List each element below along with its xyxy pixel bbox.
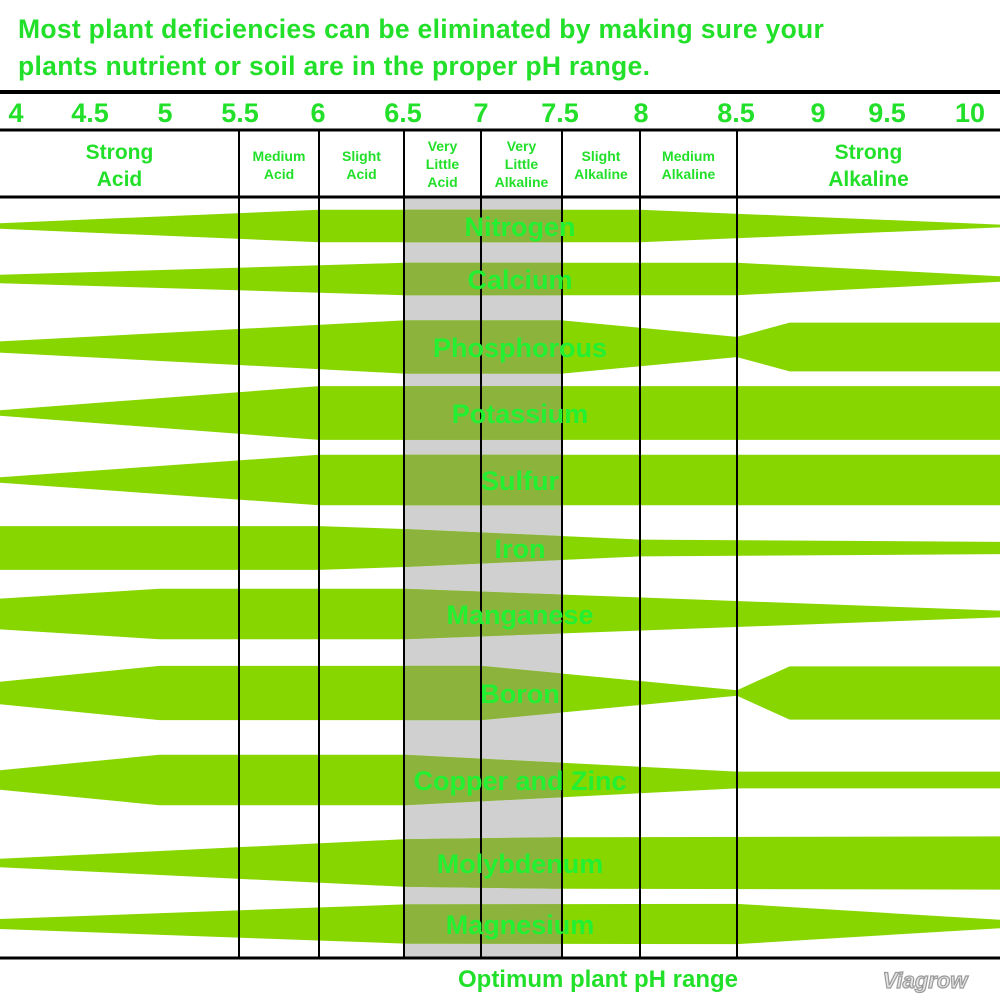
nutrient-label-copper-and-zinc: Copper and Zinc: [413, 766, 626, 796]
tick-label: 9: [810, 98, 825, 128]
optimum-range-caption: Optimum plant pH range: [458, 966, 738, 993]
title-line-1: Most plant deficiencies can be eliminate…: [18, 14, 825, 44]
tick-label: 6.5: [384, 98, 422, 128]
band-optimum-phosphorous: [404, 320, 562, 374]
tick-label: 7: [473, 98, 488, 128]
zone-label: Acid: [346, 166, 376, 182]
zone-label: Little: [505, 156, 539, 172]
tick-label: 6: [310, 98, 325, 128]
title-line-2: plants nutrient or soil are in the prope…: [18, 51, 651, 81]
nutrient-label-potassium: Potassium: [452, 399, 589, 429]
zone-label: Medium: [662, 148, 715, 164]
tick-label: 5: [157, 98, 172, 128]
tick-label: 4.5: [71, 98, 109, 128]
zone-label: Alkaline: [495, 174, 549, 190]
tick-label: 7.5: [541, 98, 579, 128]
band-optimum-molybdenum: [404, 837, 562, 889]
nutrient-label-nitrogen: Nitrogen: [465, 212, 576, 242]
tick-label: 9.5: [868, 98, 906, 128]
nutrient-label-magnesium: Magnesium: [446, 910, 595, 940]
band-optimum-nitrogen: [404, 209, 562, 243]
zone-label: Strong: [86, 141, 154, 164]
zone-label: Little: [426, 156, 460, 172]
nutrient-label-phosphorous: Phosphorous: [433, 333, 607, 363]
zone-label: Acid: [427, 174, 457, 190]
zone-label: Slight: [342, 148, 381, 164]
nutrient-label-sulfur: Sulfur: [481, 466, 559, 496]
tick-label: 8.5: [717, 98, 755, 128]
band-optimum-sulfur: [404, 454, 562, 506]
nutrient-label-manganese: Manganese: [446, 600, 593, 630]
nutrient-label-iron: Iron: [495, 534, 546, 564]
tick-label: 8: [633, 98, 648, 128]
zone-label: Slight: [582, 148, 621, 164]
nutrient-label-molybdenum: Molybdenum: [437, 849, 604, 879]
band-optimum-calcium: [404, 262, 562, 296]
band-optimum-magnesium: [404, 904, 562, 944]
band-optimum-manganese: [404, 588, 562, 640]
viagrow-logo: Viagrow: [883, 968, 970, 993]
zone-label: Alkaline: [574, 166, 628, 182]
zone-label: Very: [507, 138, 537, 154]
nutrient-label-calcium: Calcium: [467, 265, 572, 295]
zone-label: Medium: [253, 148, 306, 164]
zone-label: Strong: [835, 141, 903, 164]
nutrient-label-boron: Boron: [480, 679, 559, 709]
tick-label: 4: [8, 98, 23, 128]
tick-label: 5.5: [221, 98, 259, 128]
zone-label: Acid: [97, 168, 143, 191]
zone-label: Alkaline: [662, 166, 716, 182]
zone-label: Acid: [264, 166, 294, 182]
tick-label: 10: [955, 98, 985, 128]
band-optimum-potassium: [404, 386, 562, 440]
zone-label: Very: [428, 138, 458, 154]
band-optimum-iron: [404, 528, 562, 568]
band-optimum-copper-and-zinc: [404, 754, 562, 806]
band-optimum-boron: [404, 665, 562, 721]
zone-label: Alkaline: [828, 168, 909, 191]
